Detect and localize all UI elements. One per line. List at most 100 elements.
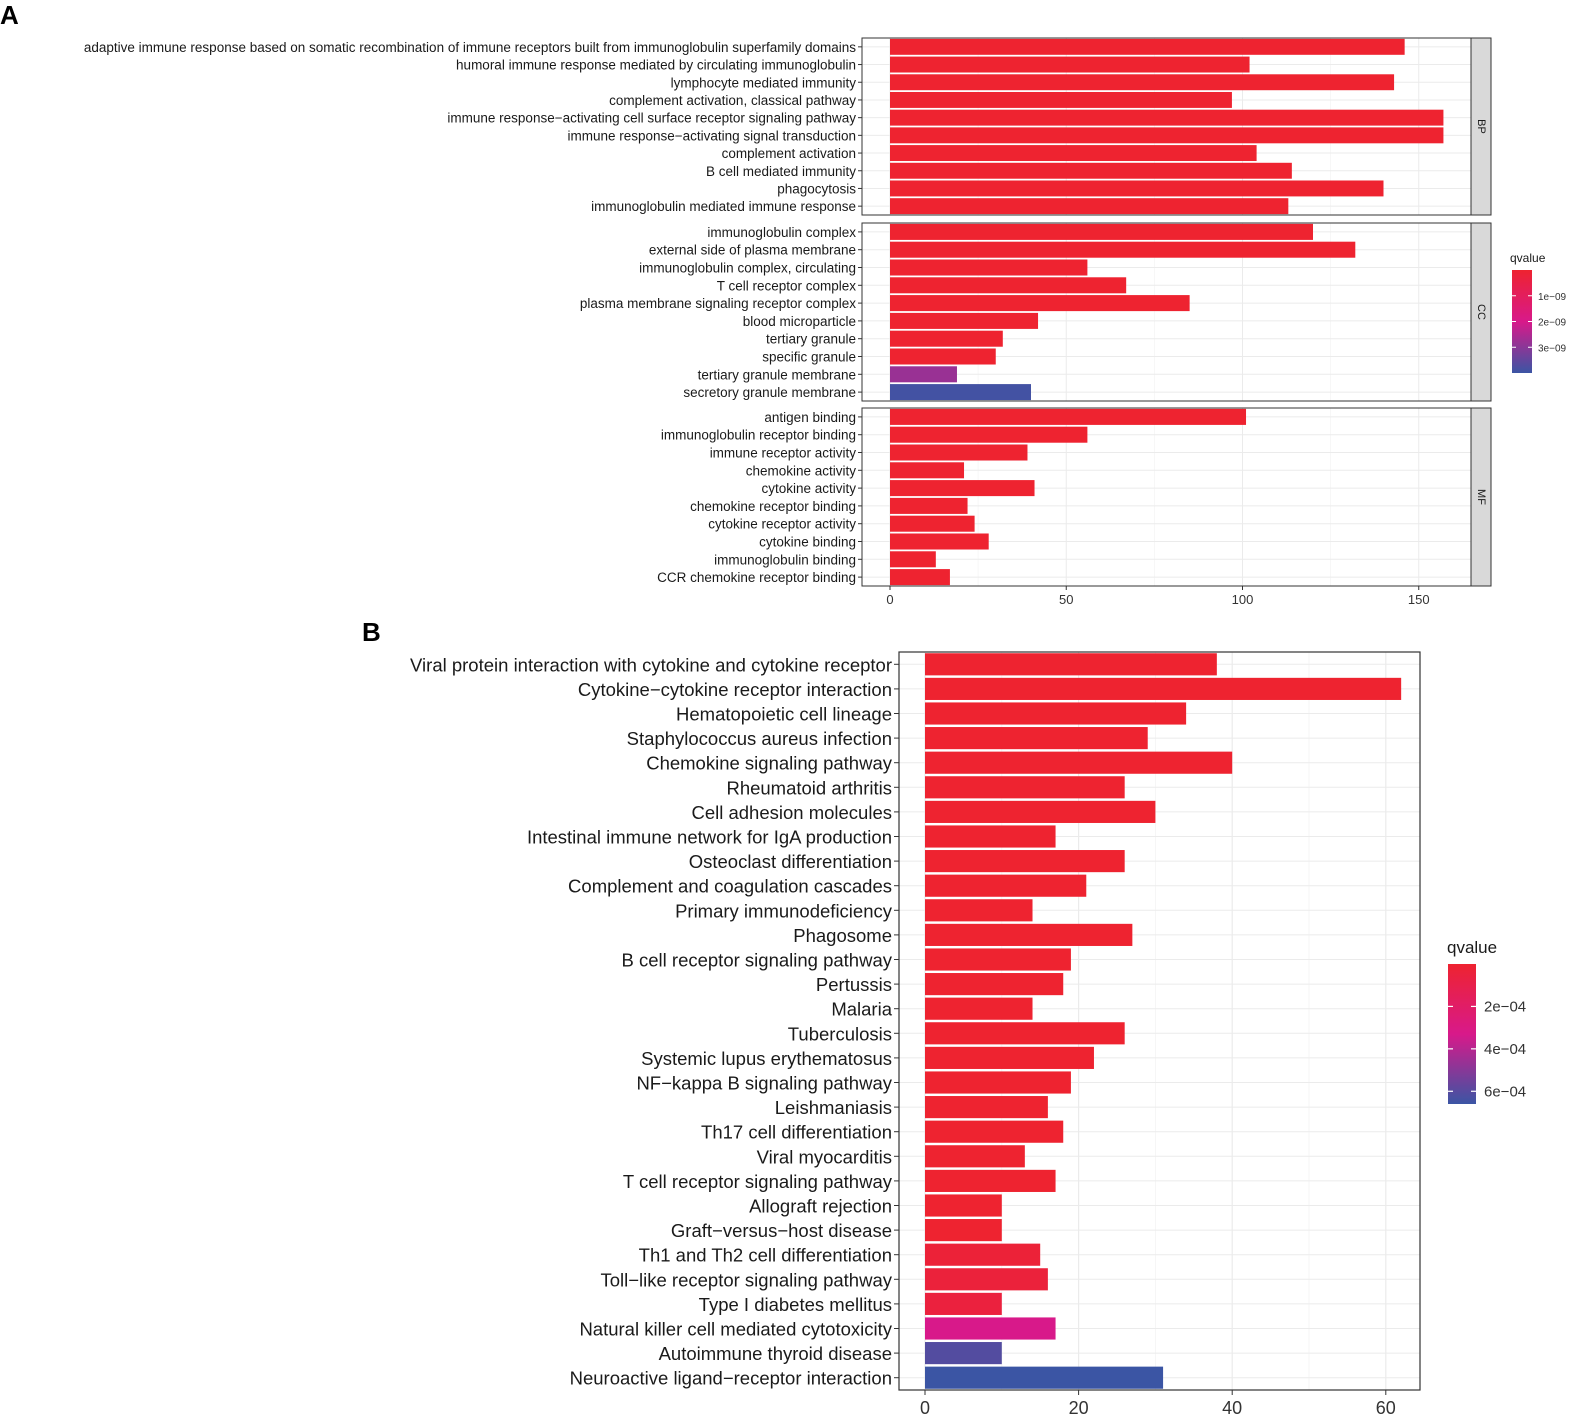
category-label: immune receptor activity xyxy=(710,446,857,461)
category-label: cytokine activity xyxy=(761,481,856,496)
category-label: Neuroactive ligand−receptor interaction xyxy=(570,1368,892,1389)
category-label: immunoglobulin mediated immune response xyxy=(591,199,856,214)
legend: qvalue 1e−09 2e−09 3e−09 xyxy=(1510,251,1567,373)
bar xyxy=(890,462,965,479)
category-label: phagocytosis xyxy=(777,181,856,196)
x-tick-label: 20 xyxy=(1069,1398,1089,1418)
x-tick-label: 40 xyxy=(1222,1398,1242,1418)
bar xyxy=(925,653,1217,676)
category-label: tertiary granule membrane xyxy=(698,367,856,382)
category-label: B cell mediated immunity xyxy=(706,164,856,179)
bar xyxy=(925,1268,1048,1291)
bar xyxy=(925,1194,1002,1217)
category-label: Th17 cell differentiation xyxy=(701,1122,892,1143)
category-label: Complement and coagulation cascades xyxy=(568,876,892,897)
bar xyxy=(890,295,1190,312)
bar xyxy=(925,1022,1125,1045)
bar xyxy=(925,751,1233,774)
category-label: complement activation xyxy=(722,146,856,161)
bar xyxy=(925,874,1087,897)
panel-b-letter: B xyxy=(362,617,381,647)
bar xyxy=(890,38,1405,55)
category-label: secretory granule membrane xyxy=(683,385,856,400)
bar xyxy=(890,569,950,586)
panel-border xyxy=(898,651,1421,1391)
bar xyxy=(890,426,1088,443)
category-label: Th1 and Th2 cell differentiation xyxy=(639,1245,892,1266)
facet-strip xyxy=(1470,407,1492,587)
legend-label: 2e−09 xyxy=(1538,318,1567,329)
legend-label: 3e−09 xyxy=(1538,343,1567,354)
category-label: Staphylococcus aureus infection xyxy=(627,728,892,749)
bar xyxy=(890,198,1289,215)
bar xyxy=(925,1169,1056,1192)
category-label: Leishmaniasis xyxy=(775,1097,892,1118)
legend: qvalue 2e−04 4e−04 6e−04 xyxy=(1447,938,1526,1104)
panel-a-letter: A xyxy=(0,0,19,30)
bar xyxy=(925,1366,1164,1389)
bar xyxy=(925,997,1033,1020)
legend-colorbar xyxy=(1512,270,1532,373)
bar xyxy=(925,850,1125,873)
facet-mf: antigen binding immunoglobulin receptor b… xyxy=(657,407,1492,587)
facet-cc: immunoglobulin complex external side of p… xyxy=(580,222,1492,402)
category-label: specific granule xyxy=(762,350,856,365)
bar xyxy=(890,444,1028,461)
category-label: Intestinal immune network for IgA produc… xyxy=(527,827,892,848)
bar xyxy=(925,800,1156,823)
category-label: B cell receptor signaling pathway xyxy=(622,950,893,971)
category-label: Malaria xyxy=(831,999,892,1020)
bar xyxy=(890,223,1313,240)
bar xyxy=(890,330,1003,347)
bar xyxy=(925,1342,1002,1365)
legend-label: 2e−04 xyxy=(1484,998,1526,1015)
category-label: Viral protein interaction with cytokine … xyxy=(410,654,892,675)
bar xyxy=(890,145,1257,162)
bar xyxy=(925,1071,1071,1094)
bar xyxy=(925,1096,1048,1119)
category-label: Systemic lupus erythematosus xyxy=(641,1048,892,1069)
category-label: immunoglobulin binding xyxy=(714,552,856,567)
bar xyxy=(890,348,996,365)
x-tick-label: 0 xyxy=(886,592,893,607)
bar xyxy=(925,702,1187,725)
bar xyxy=(925,1046,1094,1069)
bar xyxy=(890,551,936,568)
bar xyxy=(925,677,1402,700)
category-label: Autoimmune thyroid disease xyxy=(659,1343,892,1364)
facet-strip xyxy=(1470,222,1492,402)
category-label: Chemokine signaling pathway xyxy=(646,753,893,774)
legend-title: qvalue xyxy=(1510,251,1546,265)
bar xyxy=(890,533,989,550)
category-label: Rheumatoid arthritis xyxy=(726,777,892,798)
category-label: adaptive immune response based on somati… xyxy=(84,40,856,55)
category-label: Cell adhesion molecules xyxy=(691,802,892,823)
category-label: Cytokine−cytokine receptor interaction xyxy=(578,679,892,700)
category-label: CCR chemokine receptor binding xyxy=(657,570,856,585)
bar xyxy=(890,259,1088,276)
category-label: immunoglobulin complex xyxy=(707,225,856,240)
x-tick-label: 50 xyxy=(1059,592,1073,607)
category-label: plasma membrane signaling receptor compl… xyxy=(580,296,856,311)
x-tick-label: 0 xyxy=(920,1398,930,1418)
category-label: Viral myocarditis xyxy=(757,1146,892,1167)
category-label: cytokine receptor activity xyxy=(708,517,856,532)
facet-strip-label: BP xyxy=(1475,119,1487,134)
bar xyxy=(890,515,975,532)
x-tick-label: 150 xyxy=(1408,592,1430,607)
category-label: Tuberculosis xyxy=(788,1023,892,1044)
category-label: tertiary granule xyxy=(766,332,856,347)
category-label: T cell receptor complex xyxy=(717,278,857,293)
category-label: Natural killer cell mediated cytotoxicit… xyxy=(579,1319,892,1340)
bar xyxy=(925,973,1064,996)
bar xyxy=(890,109,1444,126)
bar xyxy=(925,1219,1002,1242)
category-label: external side of plasma membrane xyxy=(649,243,856,258)
bar xyxy=(890,127,1444,144)
category-label: lymphocyte mediated immunity xyxy=(671,75,857,90)
category-label: humoral immune response mediated by circ… xyxy=(456,58,856,73)
category-label: Allograft rejection xyxy=(749,1196,892,1217)
category-label: antigen binding xyxy=(764,410,856,425)
bar xyxy=(890,56,1250,73)
